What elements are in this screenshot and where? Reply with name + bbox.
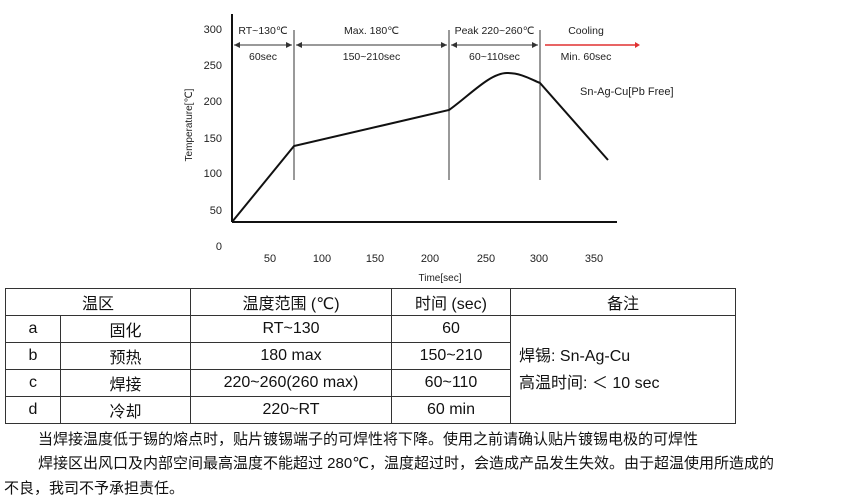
x-tick-label: 100 [313, 253, 331, 265]
cell: b [5, 342, 61, 370]
header-time: 时间 (sec) [391, 288, 511, 316]
cell: c [5, 369, 61, 397]
x-tick-label: 150 [366, 253, 384, 265]
temperature-curve [231, 71, 609, 223]
y-tick-label: 300 [204, 24, 222, 36]
cooling-arrow-head [635, 42, 640, 48]
header-zone: 温区 [5, 288, 191, 316]
arrow-head [286, 42, 292, 48]
cell: 60 [391, 315, 511, 343]
x-axis-label: Time[sec] [419, 273, 462, 284]
zone-title: Max. 180℃ [344, 25, 399, 37]
note-cell: 焊锡: Sn-Ag-Cu 高温时间: ＜ 10 sec [510, 315, 736, 424]
cell: RT~130 [190, 315, 392, 343]
note-line: 焊锡: Sn-Ag-Cu [519, 347, 631, 365]
y-tick-label: 200 [204, 96, 222, 108]
y-tick-label: 150 [204, 133, 222, 145]
x-tick-label: 300 [530, 253, 548, 265]
x-tick-label: 200 [421, 253, 439, 265]
cell: 220~260(260 max) [190, 369, 392, 397]
table-row: b 预热 180 max 150~210 [5, 342, 736, 370]
cell: d [5, 396, 61, 424]
zone-duration: Min. 60sec [561, 51, 612, 63]
cell: 固化 [60, 315, 191, 343]
paragraph-line: 焊接区出风口及内部空间最高温度不能超过 280℃，温度超过时，会造成产品发生失效… [38, 455, 775, 472]
table-header: 温区 温度范围 (℃) 时间 (sec) 备注 [5, 288, 736, 316]
paragraph-line: 当焊接温度低于锡的熔点时，贴片镀锡端子的可焊性将下降。使用之前请确认贴片镀锡电极… [38, 431, 699, 448]
cell: 预热 [60, 342, 191, 370]
table-row: a 固化 RT~130 60 焊锡: Sn-Ag-Cu 高温时间: ＜ 10 sec [5, 315, 736, 424]
zone-duration: 150~210sec [343, 51, 401, 63]
zone-duration: 60sec [249, 51, 277, 63]
table-row: d 冷却 220~RT 60 min [5, 396, 736, 424]
y-tick-label: 100 [204, 168, 222, 180]
x-tick-label: 350 [585, 253, 603, 265]
header-note: 备注 [510, 288, 736, 316]
table-row: c 焊接 220~260(260 max) 60~110 [5, 369, 736, 397]
y-tick-label: 250 [204, 60, 222, 72]
zone-title: RT~130℃ [238, 25, 287, 37]
cell: a [5, 315, 61, 343]
zone-title: Cooling [568, 25, 604, 37]
zone-title: Peak 220~260℃ [455, 25, 535, 37]
y-tick-label: 0 [216, 241, 222, 253]
arrow-head [532, 42, 538, 48]
x-tick-label: 50 [264, 253, 276, 265]
paragraph-line: 不良，我司不予承担责任。 [4, 480, 185, 497]
cell: 60~110 [391, 369, 511, 397]
arrow-head [234, 42, 240, 48]
cell: 焊接 [60, 369, 191, 397]
cell: 冷却 [60, 396, 191, 424]
arrow-head [296, 42, 302, 48]
zone-duration: 60~110sec [469, 51, 520, 63]
cell: 60 min [391, 396, 511, 424]
legend-label: Sn-Ag-Cu[Pb Free] [580, 86, 674, 98]
arrow-head [451, 42, 457, 48]
y-axis-label: Temperature[℃] [184, 88, 195, 161]
arrow-head [441, 42, 447, 48]
note-line: 高温时间: ＜ 10 sec [519, 374, 660, 392]
header-temp: 温度范围 (℃) [190, 288, 392, 316]
y-tick-label: 50 [210, 205, 222, 217]
cell: 180 max [190, 342, 392, 370]
cell: 220~RT [190, 396, 392, 424]
reflow-table: 温区 温度范围 (℃) 时间 (sec) 备注 a 固化 RT~130 60 焊锡: … [5, 288, 736, 424]
reflow-profile-figure: 300 250 200 150 100 50 0 50 100 150 200 250 300 350 T… [184, 14, 674, 284]
x-tick-label: 250 [477, 253, 495, 265]
cell: 150~210 [391, 342, 511, 370]
